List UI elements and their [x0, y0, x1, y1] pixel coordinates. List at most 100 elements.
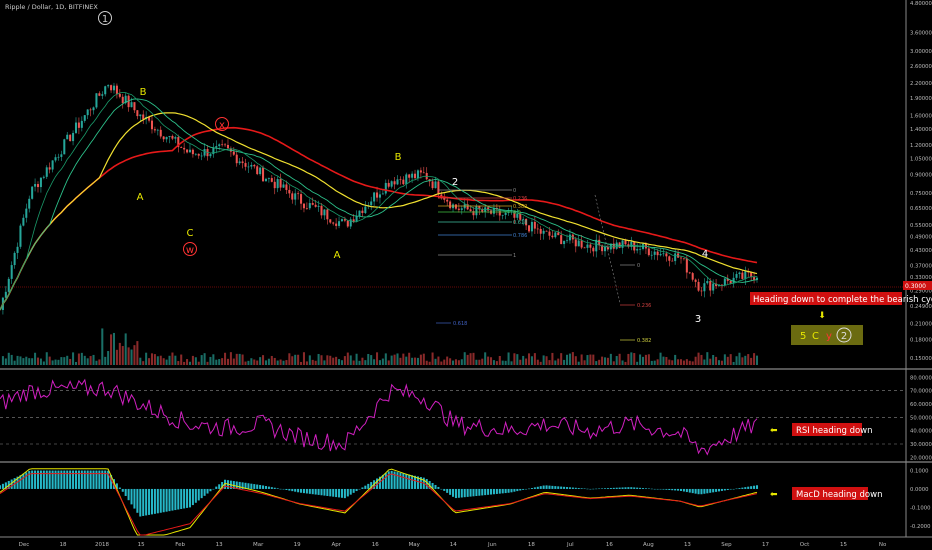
macd-histogram-bar: [396, 472, 399, 489]
macd-histogram-bar: [349, 488, 352, 495]
volume-bar: [717, 360, 721, 365]
macd-histogram-bar: [25, 472, 28, 489]
fib-level-label: 0: [513, 188, 516, 194]
candle-body: [104, 86, 107, 95]
macd-histogram-bar: [434, 484, 437, 489]
volume-bar: [253, 359, 256, 365]
macd-histogram-bar: [270, 487, 273, 489]
candle-body: [700, 290, 703, 292]
volume-bar: [180, 354, 183, 365]
macd-histogram-bar: [212, 488, 215, 490]
macd-histogram-bar: [48, 470, 51, 489]
macd-histogram-bar: [156, 488, 159, 514]
macd-histogram-bar: [501, 488, 504, 494]
price-tick-label: 1.05000: [910, 157, 932, 163]
candle-body: [528, 225, 531, 232]
macd-histogram-bar: [706, 488, 709, 494]
candle-body: [186, 149, 189, 153]
macd-histogram-bar: [89, 470, 92, 489]
price-tick-label: 0.29000: [910, 288, 932, 294]
volume-bar: [311, 359, 314, 365]
volume-bar: [156, 356, 159, 365]
candle-body: [557, 232, 560, 236]
volume-bar: [22, 358, 25, 365]
wave-labels: 1 B Ax Cw A B 2 3 4: [98, 11, 708, 325]
macd-histogram-bar: [171, 488, 174, 511]
candle-body: [735, 274, 738, 278]
macd-histogram-bar: [650, 488, 653, 490]
macd-histogram-bar: [264, 486, 267, 489]
candle-body: [83, 115, 86, 121]
volume-bar: [554, 360, 557, 365]
candle-body: [586, 244, 589, 248]
volume-bar: [358, 360, 361, 365]
candle-body: [156, 129, 159, 131]
candle-body: [320, 205, 323, 216]
volume-bar: [346, 352, 349, 365]
candle-body: [352, 219, 355, 222]
candle-body: [115, 85, 118, 94]
wave-label: 3: [695, 314, 701, 325]
macd-histogram-bar: [440, 488, 443, 490]
macd-histogram-bar: [741, 487, 744, 489]
price-tick-label: 1.60000: [910, 114, 932, 120]
volume-bar: [671, 360, 674, 365]
macd-histogram-bar: [554, 486, 557, 489]
date-tick-label: 16: [372, 542, 379, 548]
candle-body: [378, 194, 381, 198]
macd-histogram-bar: [682, 488, 685, 492]
volume-bar: [630, 352, 633, 365]
candle-body: [434, 181, 437, 189]
candle-body: [168, 135, 171, 138]
price-tick-label: 4.80000: [910, 1, 932, 7]
candle-body: [519, 213, 522, 220]
macd-histogram-bar: [750, 486, 753, 489]
candle-body: [66, 134, 69, 140]
candle-body: [554, 232, 557, 238]
macd-histogram-bar: [86, 470, 89, 489]
volume-bar: [720, 360, 723, 365]
candle-body: [492, 207, 495, 214]
macd-histogram-bar: [563, 486, 566, 489]
volume-bar: [525, 358, 528, 365]
volume-bar: [685, 359, 688, 365]
macd-histogram-bar: [443, 488, 446, 491]
volume-bar: [229, 352, 232, 365]
volume-bar: [83, 355, 86, 365]
candle-body: [706, 281, 709, 284]
candle-body: [314, 204, 317, 207]
volume-bar: [536, 359, 539, 365]
macd-histogram-bar: [209, 488, 212, 492]
volume-bar: [662, 356, 665, 365]
candle-body: [615, 242, 618, 249]
macd-histogram-bar: [300, 488, 303, 493]
candle-body: [270, 178, 273, 182]
volume-bar: [34, 352, 37, 365]
candle-body: [244, 163, 247, 167]
macd-histogram-bar: [104, 470, 107, 489]
candle-body: [720, 284, 723, 286]
candle-body: [685, 258, 688, 273]
candle-body: [150, 120, 154, 130]
price-tick-label: 0.49000: [910, 235, 932, 241]
candle-body: [361, 210, 364, 214]
candle-body: [548, 231, 551, 236]
fib-level-label: 0.236: [513, 196, 527, 202]
price-tick-label: 1.40000: [910, 127, 932, 133]
candle-body: [335, 223, 338, 226]
volume-bar: [148, 358, 151, 365]
candle-body: [589, 244, 592, 248]
volume-bar: [674, 354, 677, 365]
fib2-level-label: 0.236: [637, 303, 651, 309]
candle-body: [177, 137, 180, 148]
price-tick-label: 0.43000: [910, 248, 932, 254]
volume-bar: [393, 354, 396, 365]
volume-bar: [557, 358, 560, 365]
macd-histogram-bar: [425, 479, 428, 489]
candle-body: [566, 240, 569, 242]
candle-body: [393, 181, 396, 185]
wave-label-circle: [98, 11, 112, 25]
volume-bar: [282, 360, 285, 365]
volume-bar: [221, 358, 224, 365]
